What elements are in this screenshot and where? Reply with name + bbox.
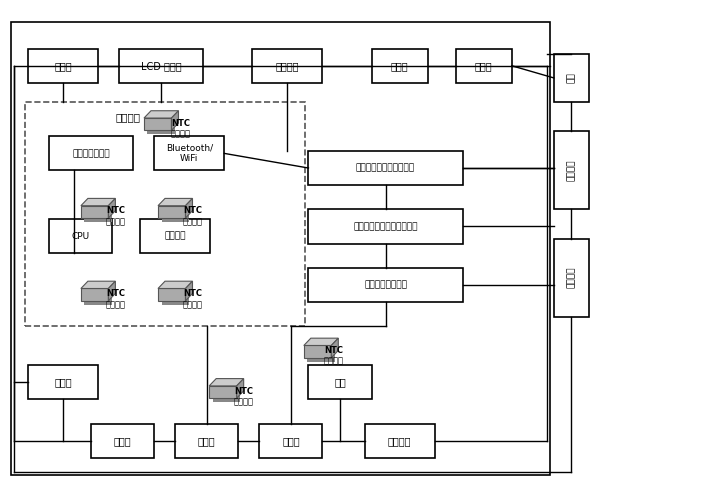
FancyBboxPatch shape: [81, 206, 109, 218]
Text: 后相机: 后相机: [282, 436, 300, 446]
Text: 侧按钮: 侧按钮: [475, 61, 493, 71]
FancyBboxPatch shape: [84, 292, 112, 305]
FancyBboxPatch shape: [140, 219, 210, 253]
Text: 《主板》: 《主板》: [116, 112, 141, 122]
Text: 旋钮、保持开关、头戴耳机: 旋钮、保持开关、头戴耳机: [353, 222, 418, 231]
Text: 功率开关: 功率开关: [388, 436, 411, 446]
FancyBboxPatch shape: [554, 54, 589, 102]
Polygon shape: [144, 111, 179, 118]
Text: 热敏电阻: 热敏电阻: [234, 397, 254, 406]
Text: 数据接口: 数据接口: [275, 61, 299, 71]
FancyBboxPatch shape: [554, 239, 589, 317]
FancyBboxPatch shape: [308, 365, 372, 399]
Text: 传感器、功率开关: 传感器、功率开关: [364, 281, 407, 289]
FancyBboxPatch shape: [154, 136, 224, 170]
Text: 头戴耳机: 头戴耳机: [567, 267, 576, 288]
FancyBboxPatch shape: [307, 349, 335, 362]
FancyBboxPatch shape: [28, 365, 98, 399]
FancyBboxPatch shape: [25, 102, 305, 326]
Polygon shape: [172, 111, 179, 131]
FancyBboxPatch shape: [11, 22, 550, 475]
Polygon shape: [81, 281, 116, 288]
FancyBboxPatch shape: [308, 209, 463, 244]
Text: 热敏电阻: 热敏电阻: [171, 130, 191, 138]
Polygon shape: [81, 198, 116, 206]
Polygon shape: [186, 198, 193, 218]
FancyBboxPatch shape: [144, 118, 172, 131]
FancyBboxPatch shape: [209, 386, 237, 398]
Polygon shape: [158, 198, 193, 206]
Text: NTC: NTC: [183, 289, 203, 298]
Text: 前相机: 前相机: [198, 436, 216, 446]
FancyBboxPatch shape: [304, 345, 332, 358]
FancyBboxPatch shape: [456, 49, 512, 83]
Polygon shape: [209, 378, 244, 386]
Text: 功率放大器模块: 功率放大器模块: [72, 149, 110, 158]
FancyBboxPatch shape: [81, 288, 109, 301]
Text: 功率管理: 功率管理: [165, 232, 186, 241]
Text: LCD 显示器: LCD 显示器: [141, 61, 182, 71]
FancyBboxPatch shape: [161, 209, 189, 222]
FancyBboxPatch shape: [28, 49, 98, 83]
Text: 触摸屏: 触摸屏: [54, 61, 72, 71]
Polygon shape: [304, 338, 339, 345]
Polygon shape: [237, 378, 244, 398]
FancyBboxPatch shape: [91, 424, 154, 458]
Text: 热敏电阻: 热敏电阻: [183, 217, 203, 226]
FancyBboxPatch shape: [308, 151, 463, 185]
FancyBboxPatch shape: [308, 268, 463, 302]
Text: 扬声器: 扬声器: [390, 61, 409, 71]
Text: 扬声器: 扬声器: [114, 436, 132, 446]
Text: NTC: NTC: [183, 206, 203, 215]
Text: Bluetooth/
WiFi: Bluetooth/ WiFi: [165, 144, 213, 163]
FancyBboxPatch shape: [212, 390, 240, 402]
Text: 热敏电阻: 热敏电阻: [324, 357, 343, 366]
Polygon shape: [109, 198, 116, 218]
FancyBboxPatch shape: [158, 206, 186, 218]
Text: 热敏电阻: 热敏电阻: [106, 300, 125, 309]
Polygon shape: [158, 281, 193, 288]
Text: 保持开关: 保持开关: [567, 160, 576, 181]
FancyBboxPatch shape: [49, 219, 112, 253]
FancyBboxPatch shape: [259, 424, 322, 458]
FancyBboxPatch shape: [84, 209, 112, 222]
Text: NTC: NTC: [106, 289, 125, 298]
Polygon shape: [332, 338, 339, 358]
FancyBboxPatch shape: [49, 136, 133, 170]
Text: NTC: NTC: [324, 346, 343, 355]
Text: CPU: CPU: [72, 232, 90, 241]
Text: 数据接口、按钮、扬声器: 数据接口、按钮、扬声器: [356, 164, 415, 172]
FancyBboxPatch shape: [147, 122, 175, 134]
FancyBboxPatch shape: [119, 49, 203, 83]
FancyBboxPatch shape: [175, 424, 238, 458]
Polygon shape: [186, 281, 193, 301]
Text: NTC: NTC: [106, 206, 125, 215]
FancyBboxPatch shape: [252, 49, 322, 83]
FancyBboxPatch shape: [158, 288, 186, 301]
Text: 振动器: 振动器: [54, 377, 72, 387]
FancyBboxPatch shape: [372, 49, 428, 83]
Text: 按钮: 按钮: [567, 73, 576, 83]
Polygon shape: [109, 281, 116, 301]
Text: 热敏电阻: 热敏电阻: [106, 217, 125, 226]
Text: 电池: 电池: [334, 377, 346, 387]
Text: 热敏电阻: 热敏电阻: [183, 300, 203, 309]
Text: NTC: NTC: [171, 119, 191, 128]
Text: NTC: NTC: [234, 387, 254, 395]
FancyBboxPatch shape: [365, 424, 435, 458]
FancyBboxPatch shape: [161, 292, 189, 305]
FancyBboxPatch shape: [554, 131, 589, 209]
